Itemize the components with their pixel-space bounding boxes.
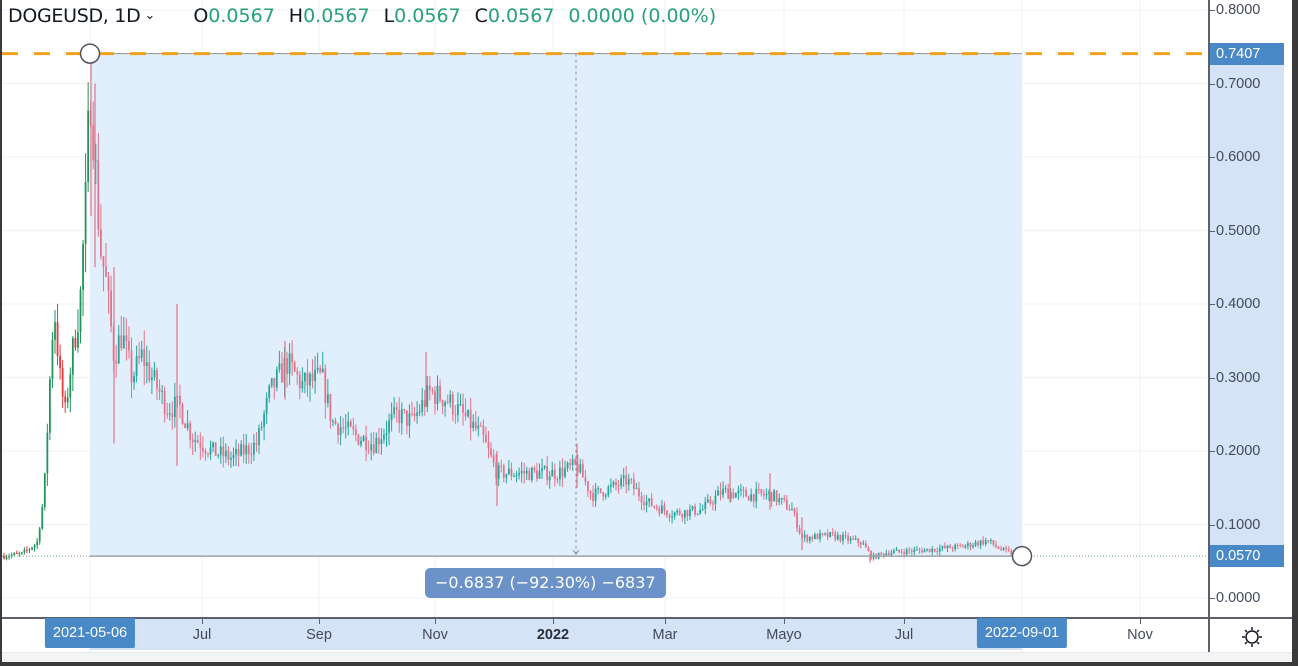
price-marker-low: 0.0570 bbox=[1210, 545, 1284, 568]
time-tick-label: 2022 bbox=[536, 627, 570, 643]
high-label: H bbox=[288, 5, 304, 27]
close-value: 0.0567 bbox=[487, 5, 555, 27]
time-tick-mark bbox=[553, 619, 554, 624]
time-tick-label: Jul bbox=[894, 627, 914, 643]
price-range-highlight bbox=[1210, 53, 1284, 557]
time-tick-mark bbox=[904, 619, 905, 624]
time-marker-end: 2022-09-01 bbox=[976, 618, 1068, 648]
price-tick: 0.5000 bbox=[1209, 222, 1261, 239]
time-tick-mark bbox=[1140, 619, 1141, 624]
time-tick-mark bbox=[435, 619, 436, 624]
time-tick-label: Sep bbox=[306, 627, 332, 643]
time-marker-start: 2021-05-06 bbox=[44, 618, 136, 648]
price-tick: 0.8000 bbox=[1209, 2, 1261, 18]
sun-gear-icon bbox=[1242, 626, 1262, 647]
price-tick: 0.2000 bbox=[1209, 443, 1261, 459]
high-value: 0.0567 bbox=[303, 5, 370, 27]
measure-handle[interactable] bbox=[79, 43, 101, 64]
time-tick-label: Jul bbox=[192, 627, 212, 643]
price-tick: 0.0000 bbox=[1209, 590, 1261, 606]
price-tick: 0.3000 bbox=[1209, 369, 1261, 386]
low-label: L bbox=[383, 5, 395, 27]
time-tick-mark bbox=[665, 619, 666, 624]
time-tick-label: Mayo bbox=[766, 627, 802, 643]
change-value: 0.0000 (0.00%) bbox=[568, 5, 717, 27]
chart-settings-button[interactable] bbox=[1208, 617, 1292, 654]
time-tick-mark bbox=[319, 619, 320, 624]
price-axis[interactable]: 0.8000 0.7000 0.6000 0.5000 0.4000 0.3000 0.20… bbox=[1208, 0, 1292, 617]
open-value: 0.0567 bbox=[208, 5, 275, 27]
time-tick-label: Nov bbox=[422, 627, 448, 643]
measure-handle[interactable] bbox=[1011, 545, 1033, 567]
symbol-name[interactable]: DOGEUSD, 1D bbox=[8, 5, 141, 27]
price-tick: 0.6000 bbox=[1209, 149, 1261, 165]
time-tick-mark bbox=[784, 619, 785, 624]
price-tick: 0.7000 bbox=[1209, 75, 1261, 92]
time-tick-mark bbox=[202, 619, 203, 624]
low-value: 0.0567 bbox=[394, 5, 461, 27]
time-tick-label: Nov bbox=[1127, 627, 1153, 643]
symbol-legend: DOGEUSD, 1D ⌄ O 0.0567 H 0.0567 L 0.0567… bbox=[8, 5, 730, 27]
measure-result-label: −0.6837 (−92.30%) −6837 bbox=[425, 568, 666, 598]
candlestick-chart[interactable] bbox=[2, 0, 1208, 617]
close-label: C bbox=[474, 5, 488, 27]
open-label: O bbox=[193, 5, 209, 27]
time-axis[interactable]: Jul Sep Nov 2022 Mar Mayo Jul Nov 2021-05-06 20… bbox=[2, 617, 1208, 654]
price-tick: 0.1000 bbox=[1209, 516, 1261, 533]
bottom-strip bbox=[2, 652, 1292, 662]
chevron-down-icon[interactable]: ⌄ bbox=[144, 8, 156, 23]
chart-pane[interactable]: DOGEUSD, 1D ⌄ O 0.0567 H 0.0567 L 0.0567… bbox=[2, 0, 1208, 617]
price-marker-high: 0.7407 bbox=[1210, 42, 1284, 65]
price-tick: 0.4000 bbox=[1209, 296, 1261, 312]
time-range-highlight bbox=[90, 619, 1022, 650]
time-tick-label: Mar bbox=[652, 627, 678, 643]
